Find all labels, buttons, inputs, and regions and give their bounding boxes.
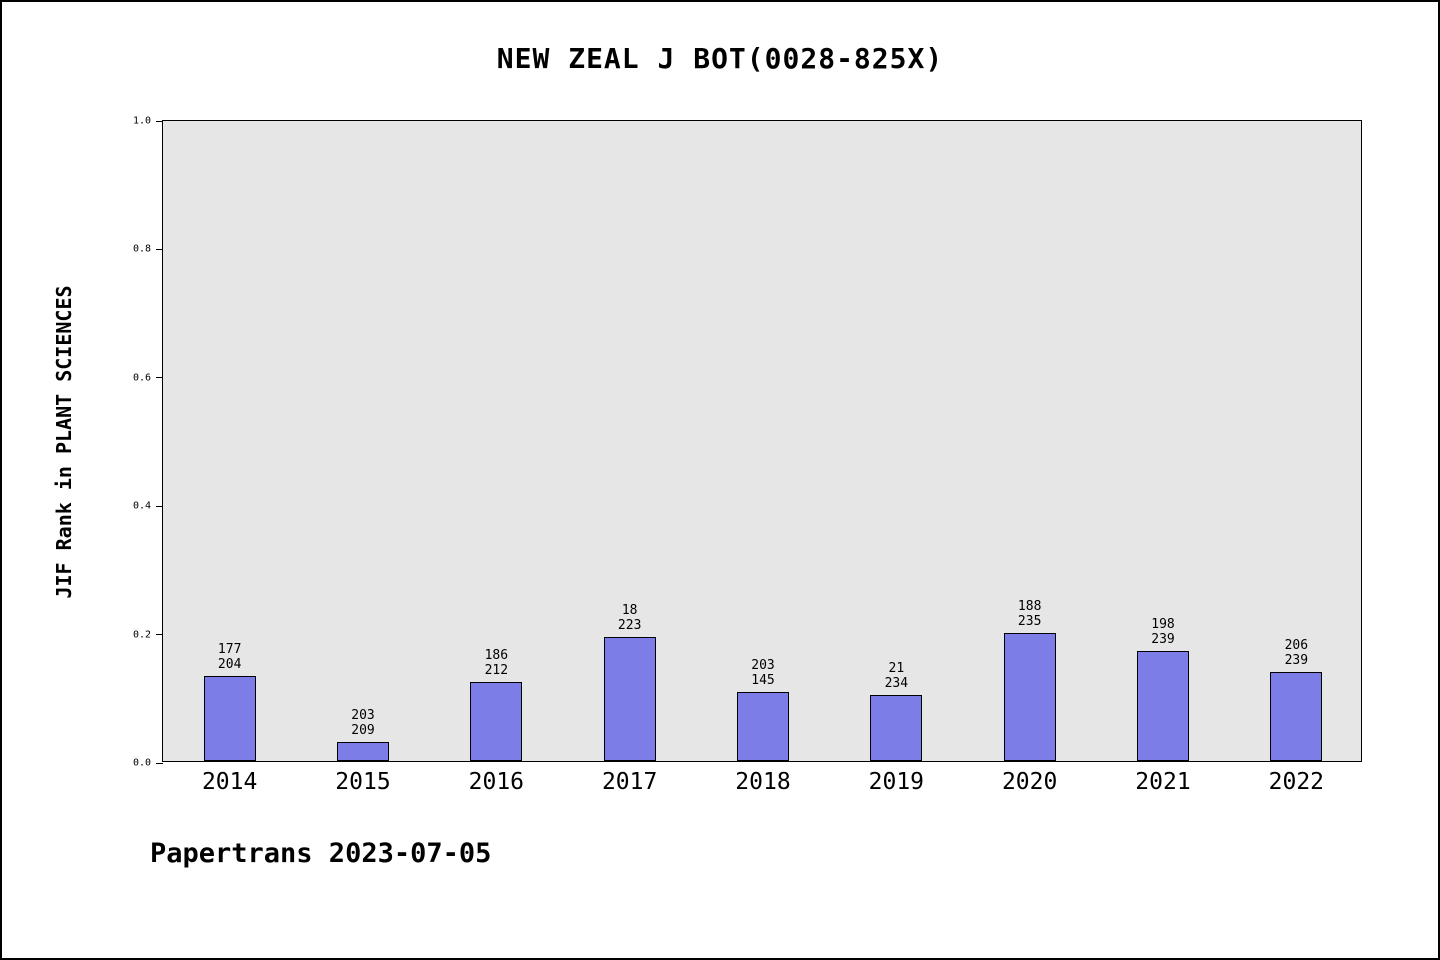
bar-2021 [1137, 651, 1189, 761]
bar-total-2021: 239 [1151, 632, 1175, 648]
y-tick-label-0.0: 0.0 [132, 757, 151, 769]
bar-2022 [1270, 672, 1323, 761]
bar-total-2016: 212 [484, 663, 509, 679]
bar-2015 [337, 742, 389, 761]
bar-value-label-2014: 177 204 [218, 642, 241, 672]
y-tick-mark-0.2 [156, 634, 163, 636]
bar-rank-2017: 18 [621, 603, 638, 619]
y-tick-label-0.2: 0.2 [132, 629, 151, 641]
bar-value-label-2015: 203 209 [351, 708, 374, 738]
footer-text: Papertrans 2023-07-05 [150, 838, 492, 869]
bar-value-label-2022: 206 239 [1285, 638, 1308, 668]
x-tick-label-2018: 2018 [735, 769, 791, 795]
bar-total-2020: 235 [1017, 613, 1042, 629]
y-tick-mark-0.0 [156, 762, 163, 764]
bar-total-2014: 204 [217, 657, 242, 673]
bar-total-2019: 234 [884, 675, 909, 691]
bar-rank-2021: 198 [1151, 617, 1175, 633]
bar-2016 [470, 682, 523, 761]
bar-rank-2018: 203 [751, 657, 775, 673]
y-tick-mark-0.8 [156, 248, 163, 250]
x-tick-label-2017: 2017 [601, 769, 658, 795]
bar-value-label-2016: 186 212 [485, 648, 508, 678]
x-tick-label-2015: 2015 [335, 769, 391, 795]
plot-area: 0.0 0.2 0.4 0.6 0.8 1.0 177 204 2014 203 209 2015 18… [133, 116, 1362, 795]
bar-rank-2022: 206 [1284, 638, 1309, 654]
bar-value-label-2021: 198 239 [1151, 617, 1174, 647]
chart-title: NEW ZEAL J BOT(0028-825X) [496, 42, 944, 75]
bar-rank-2020: 188 [1017, 598, 1042, 614]
bar-value-label-2019: 21 234 [885, 661, 908, 691]
bar-value-label-2017: 18 223 [618, 603, 641, 633]
y-tick-label-1.0: 1.0 [132, 115, 151, 127]
bar-total-2015: 209 [351, 723, 375, 739]
bar-rank-2016: 186 [484, 648, 509, 664]
y-tick-label-0.4: 0.4 [132, 500, 151, 512]
bar-value-label-2018: 203 145 [751, 658, 774, 688]
bar-2020 [1003, 632, 1056, 761]
y-tick-label-0.6: 0.6 [132, 372, 151, 384]
y-axis-label: JIF Rank in PLANT SCIENCES [52, 285, 76, 599]
x-tick-label-2022: 2022 [1268, 769, 1325, 795]
bar-2019 [870, 694, 923, 761]
y-tick-mark-0.6 [156, 377, 163, 379]
bar-total-2022: 239 [1284, 653, 1309, 669]
bar-total-2017: 223 [617, 618, 642, 634]
y-tick-mark-0.4 [156, 505, 163, 507]
x-tick-label-2020: 2020 [1001, 769, 1058, 795]
bar-2018 [737, 691, 789, 761]
bar-2014 [203, 676, 256, 761]
x-tick-label-2019: 2019 [868, 769, 925, 795]
y-tick-mark-1.0 [156, 120, 163, 122]
bar-2017 [603, 637, 656, 761]
y-tick-label-0.8: 0.8 [132, 243, 151, 255]
bar-rank-2014: 177 [217, 642, 242, 658]
bar-rank-2019: 21 [888, 660, 905, 676]
x-tick-label-2016: 2016 [468, 769, 525, 795]
bar-value-label-2020: 188 235 [1018, 599, 1041, 629]
x-tick-label-2021: 2021 [1135, 769, 1191, 795]
bar-rank-2015: 203 [351, 708, 375, 724]
bar-total-2018: 145 [751, 672, 775, 688]
x-tick-label-2014: 2014 [201, 769, 258, 795]
